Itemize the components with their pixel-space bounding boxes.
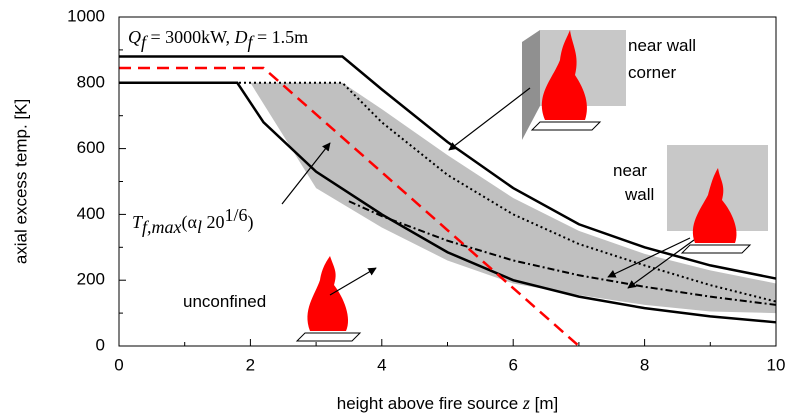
y-tick-label: 200 [77,270,105,289]
annotation: Qf = 3000kW, Df = 1.5m [128,27,308,52]
curve [119,81,777,303]
curve [348,200,777,306]
annotation: unconfined [183,292,266,311]
corner-illustration [522,30,626,140]
y-axis-label: axial excess temp. [K] [11,99,30,264]
annotation-part: (α [182,212,198,233]
y-tick-label: 800 [77,72,105,91]
y-tick-label: 600 [77,138,105,157]
annotation-part: near [613,161,647,180]
annotation: near [613,161,647,180]
annotation-part: 20 [202,212,225,232]
wall-illustration [667,145,768,254]
annotation-part: 1/6 [224,205,247,225]
annotation-part: T [132,212,144,232]
plot-area [118,16,777,347]
y-tick-label: 400 [77,204,105,223]
x-tick-label: 6 [508,355,517,374]
annotation-part: Q [128,27,141,47]
annotation-part: l [197,217,202,237]
x-tick-label: 10 [767,355,786,374]
arrows [281,87,695,296]
x-tick-label: 0 [114,355,123,374]
curve [119,81,777,324]
y-tick-label: 1000 [67,6,105,25]
x-tick-label: 8 [640,355,649,374]
annotation-part: = 3000kW, [146,27,235,47]
x-tick-label: 4 [377,355,386,374]
annotation: near wall [628,36,696,55]
annotation-part: f [141,32,149,52]
x-axis-label: height above fire source z [m] [337,393,559,413]
annotation-part: f,max [142,217,182,237]
curve [119,66,580,347]
unconfined-illustration [295,256,362,342]
annotation: corner [628,63,677,82]
x-axis-label-part: [m] [530,394,558,413]
annotation-part: ) [247,212,253,233]
annotation-part: near wall [628,36,696,55]
annotation: wall [624,185,654,204]
annotation-part: D [234,27,248,47]
annotation-part: corner [628,63,677,82]
annotation: Tf,max(αl 201/6) [132,205,253,237]
shaded-band [250,82,776,314]
annotation-part: wall [624,185,654,204]
curve [119,55,777,280]
x-axis-label-part: height above fire source [337,394,523,413]
y-tick-label: 0 [96,335,105,354]
annotation-part: = 1.5m [253,27,309,47]
annotation-part: unconfined [183,292,266,311]
x-axis-label-part: z [522,393,530,413]
x-tick-label: 2 [246,355,255,374]
annotation-part: f [248,32,256,52]
